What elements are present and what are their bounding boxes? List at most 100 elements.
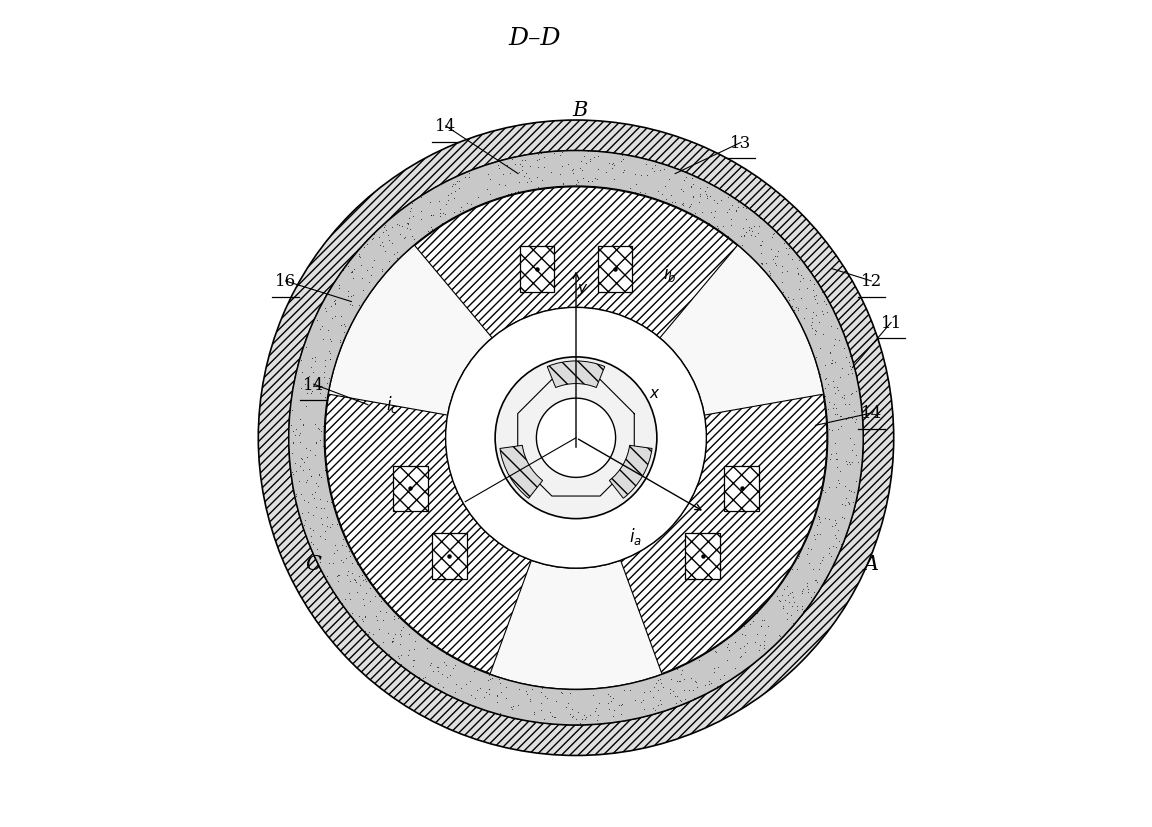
Point <box>506 187 524 200</box>
Point <box>575 709 593 722</box>
Point <box>334 556 353 569</box>
Point <box>760 269 779 282</box>
Point <box>668 674 687 687</box>
Point <box>509 698 528 711</box>
Point <box>399 217 417 230</box>
Point <box>441 668 460 681</box>
Point <box>744 220 763 233</box>
Point <box>373 614 392 627</box>
Point <box>569 176 588 189</box>
Point <box>401 205 419 218</box>
Point <box>705 644 723 657</box>
Point <box>732 641 750 654</box>
Point <box>809 576 827 589</box>
Point <box>355 599 373 612</box>
Point <box>647 707 666 720</box>
Point <box>797 548 816 562</box>
Point <box>376 219 394 232</box>
Point <box>388 611 407 624</box>
Point <box>553 160 571 174</box>
Point <box>644 691 662 704</box>
Point <box>429 661 447 674</box>
Point <box>840 356 858 369</box>
Point <box>655 180 674 194</box>
Point <box>462 198 480 211</box>
Point <box>356 609 374 623</box>
Point <box>469 191 487 204</box>
Point <box>306 501 325 514</box>
Point <box>718 641 736 654</box>
Point <box>813 308 832 321</box>
Point <box>824 375 842 389</box>
Point <box>320 352 339 366</box>
Point <box>575 151 593 164</box>
Point <box>533 174 552 188</box>
Point <box>721 219 740 232</box>
Point <box>301 370 319 383</box>
Point <box>836 351 855 364</box>
Point <box>325 295 343 308</box>
Point <box>311 471 329 485</box>
Point <box>382 237 401 251</box>
Point <box>586 172 605 185</box>
Point <box>411 213 430 227</box>
Point <box>361 626 379 639</box>
Point <box>586 701 605 715</box>
Point <box>342 266 361 280</box>
Point <box>660 173 679 186</box>
Point <box>438 671 456 684</box>
Text: $x$: $x$ <box>649 387 660 401</box>
Point <box>763 243 781 256</box>
Point <box>282 447 301 460</box>
Point <box>700 675 719 688</box>
Circle shape <box>495 357 657 519</box>
Point <box>848 485 866 499</box>
Point <box>502 188 521 201</box>
Point <box>641 685 659 698</box>
Point <box>577 157 596 170</box>
Point <box>597 166 615 179</box>
Point <box>680 684 698 697</box>
Point <box>356 610 374 624</box>
Point <box>793 602 811 615</box>
Point <box>645 680 664 693</box>
Point <box>801 557 819 570</box>
Point <box>662 189 681 202</box>
Point <box>811 515 829 528</box>
Point <box>358 627 377 640</box>
Point <box>768 250 787 263</box>
Point <box>363 232 381 245</box>
Point <box>326 299 344 312</box>
Point <box>776 593 795 606</box>
Point <box>488 690 507 703</box>
Point <box>829 474 848 487</box>
Point <box>366 590 385 603</box>
Point <box>482 174 500 187</box>
Point <box>589 163 607 176</box>
Point <box>328 569 347 582</box>
Point <box>377 606 395 619</box>
Point <box>803 313 821 326</box>
Point <box>583 175 601 189</box>
Point <box>529 172 547 185</box>
Point <box>312 319 331 332</box>
Point <box>829 384 848 397</box>
Point <box>781 241 799 254</box>
Point <box>344 272 363 285</box>
Point <box>442 180 461 194</box>
Point <box>682 672 700 685</box>
Point <box>814 573 833 586</box>
Point <box>287 465 305 478</box>
Point <box>363 633 381 647</box>
Point <box>819 396 838 409</box>
Point <box>310 386 328 399</box>
Point <box>332 319 350 332</box>
Point <box>832 410 850 423</box>
Point <box>682 181 700 194</box>
Point <box>840 457 858 470</box>
Point <box>325 547 343 560</box>
Point <box>708 197 727 210</box>
Point <box>829 476 848 490</box>
Point <box>613 697 631 710</box>
Point <box>490 162 508 175</box>
